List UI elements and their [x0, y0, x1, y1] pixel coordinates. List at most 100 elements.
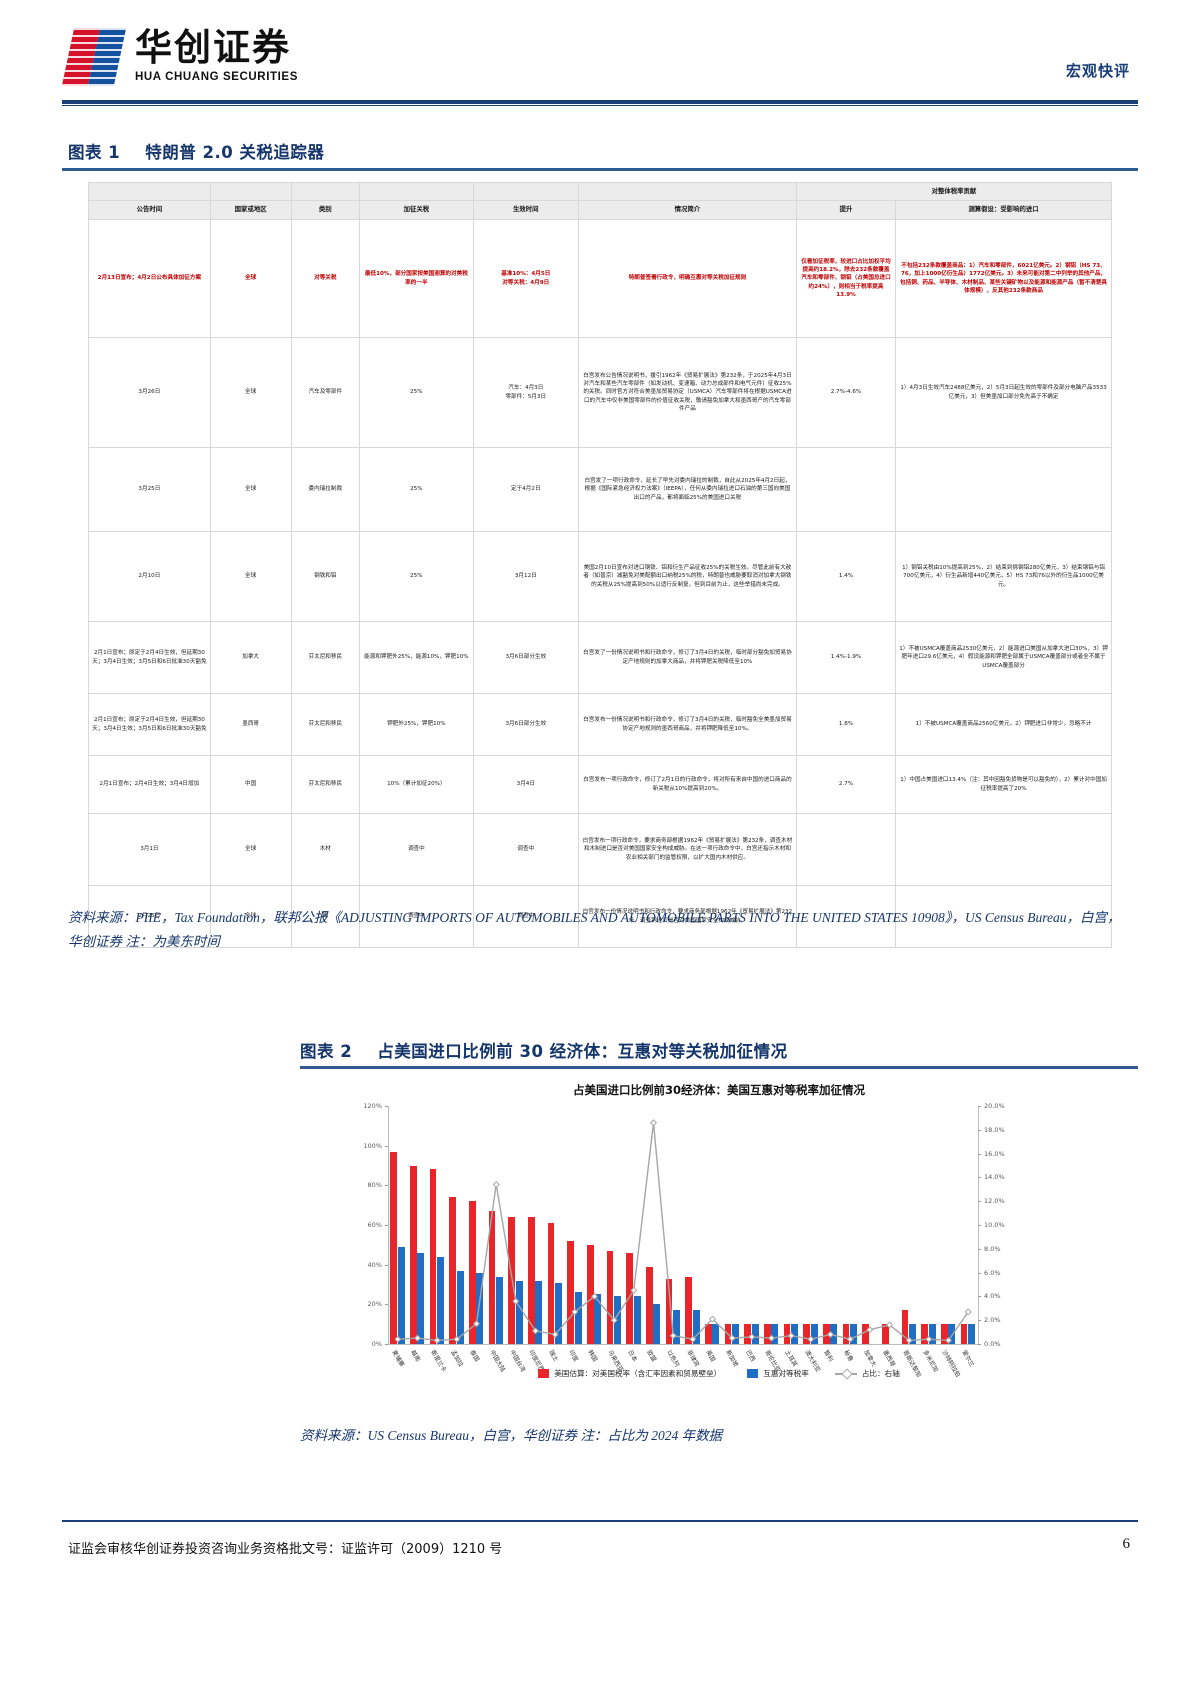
cell-lift: 2.7%	[795, 755, 897, 814]
table-head: 对整体税率贡献 公告时间 国家或地区 类别 加征关税 生效时间 情况简介 提升 …	[88, 182, 1113, 220]
bar-reciprocal	[476, 1272, 484, 1344]
document-type-label: 宏观快评	[1065, 62, 1130, 80]
logo-name-cn: 华创证券	[135, 26, 291, 69]
cell-region: 全球	[209, 447, 292, 532]
cell-effective: 3月12日	[472, 531, 579, 622]
figure2-source: 资料来源：US Census Bureau，白宫，华创证券 注：占比为 2024…	[300, 1428, 723, 1443]
cell-date: 2月25日	[88, 885, 211, 948]
cell-tariff: 25%	[359, 447, 474, 532]
x-axis-label: 日本	[626, 1349, 639, 1363]
figure1-caption: 特朗普 2.0 关税追踪器	[145, 143, 325, 162]
bar-group: 澳大利亚	[801, 1106, 821, 1373]
bar-group: 韩国	[585, 1106, 605, 1363]
table-body: 2月13日宣布；4月2日公布具体加征方案 全球 对等关税 最低10%，部分国家按美国测…	[88, 219, 1112, 948]
x-axis-label: 秘鲁	[842, 1349, 855, 1363]
bar-us-estimate	[587, 1244, 594, 1344]
y-tick-mark-left	[385, 1304, 388, 1306]
bar-us-estimate	[567, 1240, 575, 1344]
cell-brief: 特朗普签署行政令，明确互惠对等关税加征规则	[577, 219, 797, 338]
x-axis-label: 爱尔兰	[960, 1349, 976, 1369]
cell-type: 对等关税	[290, 219, 361, 338]
bar-reciprocal	[653, 1304, 661, 1344]
y-tick-mark-right	[978, 1320, 981, 1322]
col-header-type: 类别	[290, 200, 361, 220]
bar-reciprocal	[909, 1324, 916, 1344]
bar-us-estimate	[410, 1165, 417, 1344]
bar-group: 日本	[624, 1106, 644, 1363]
y-tick-mark-left	[385, 1264, 388, 1266]
cell-lift: 1.8%	[795, 693, 897, 756]
cell-region: 全球	[209, 337, 292, 448]
figure1-rule	[62, 168, 1138, 171]
cell-type: 钢铁和铝	[290, 531, 361, 622]
y-tick-left: 80%	[367, 1181, 382, 1190]
cell-effective: 基准10%：4月5日 对等关税：4月9日	[472, 219, 579, 338]
cell-assume: 1）钢铝关税由10%提高到25%，2）结束到挑钢铝280亿美元，3）结束钢铝与铝…	[895, 531, 1112, 622]
y-tick-left: 100%	[363, 1141, 382, 1150]
y-tick-mark-right	[978, 1201, 981, 1203]
bar-group: 爱尔兰	[958, 1106, 978, 1368]
bar-us-estimate	[705, 1324, 712, 1344]
cell-brief: 白宫发布一项行政命令，修订了2月1日的行政命令，将对所有来自中国的进口商品的新关…	[577, 755, 797, 814]
cell-region: 墨西哥	[209, 693, 292, 756]
x-axis-label: 英国	[704, 1349, 717, 1363]
x-axis-label: 菲律宾	[685, 1349, 701, 1369]
y-tick-right: 2.0%	[984, 1316, 1001, 1325]
bar-reciprocal	[633, 1296, 641, 1344]
y-tick-mark-left	[385, 1106, 388, 1107]
y-tick-mark-left	[385, 1344, 388, 1345]
bar-reciprocal	[437, 1256, 444, 1344]
cell-brief: 白宫发布一项行政命令，要求商务部根据1962年《贸易扩展法》第232条，调查木材…	[577, 813, 797, 886]
y-tick-right: 16.0%	[984, 1149, 1005, 1158]
share-line-series	[394, 1119, 972, 1344]
legend-item-reciprocal: 互惠对等税率	[747, 1368, 809, 1379]
cell-type: 汽车及零部件	[290, 337, 361, 448]
bar-us-estimate	[901, 1310, 909, 1344]
table-head-row-group: 对整体税率贡献	[88, 182, 1113, 201]
cell-brief: 白宫发布一份情况说明书和行政命令，修订了3月4日的关税，临时豁免全美墨加贸易协定…	[577, 693, 797, 756]
bar-group: 墨西哥	[880, 1106, 900, 1368]
cell-type: 芬太尼和移民	[290, 621, 361, 694]
table-row: 2月25日 全球铜调查中 调查中 白宫发布一份情况说明书和行政命令，要求商务部根据19…	[88, 885, 1112, 948]
cell-brief: 白宫发了一份情况说明书和行政命令，修订了3月4日的关税，临时部分豁免加贸易协定产…	[577, 621, 797, 694]
bar-reciprocal	[397, 1246, 405, 1344]
x-axis-label: 巴西	[744, 1349, 757, 1363]
bar-group: 印度尼西亚	[526, 1106, 549, 1378]
y-tick-mark-right	[978, 1248, 981, 1250]
figure1-source: 资料来源：PIIE，Tax Foundation，联邦公报《ADJUSTING …	[68, 910, 1121, 949]
bar-us-estimate	[960, 1324, 968, 1344]
bar-group: 斯里兰卡	[427, 1106, 447, 1373]
y-tick-mark-left	[385, 1145, 388, 1147]
bar-us-estimate	[882, 1324, 889, 1344]
bar-us-estimate	[469, 1201, 476, 1344]
legend-swatch-red	[538, 1369, 550, 1378]
cell-type: 芬太尼和移民	[290, 755, 361, 814]
cell-tariff: 25%	[359, 531, 474, 622]
bar-group: 以色列	[663, 1106, 683, 1368]
table-row: 3月25日 全球 委内瑞拉制裁 25% 定于4月2日 白宫发了一项行政命令，延长了早先对委…	[88, 447, 1112, 532]
cell-type: 木材	[290, 813, 361, 886]
y-tick-left: 0%	[371, 1340, 382, 1348]
col-header-region: 国家或地区	[209, 200, 292, 220]
y-axis-left	[388, 1106, 389, 1344]
y-tick-right: 18.0%	[984, 1125, 1005, 1134]
y-tick-left: 20%	[367, 1300, 382, 1309]
bar-reciprocal	[771, 1324, 779, 1344]
bar-group: 菲律宾	[683, 1106, 703, 1368]
chart-plot-area: 柬埔寨 越南 斯里兰卡 孟加拉 泰国 中国大陆 中国台湾 印度尼西亚 瑞士 印度 韩国 马来西亚 日本欧…	[363, 1102, 1004, 1378]
y-tick-mark-right	[978, 1177, 981, 1179]
figure2-caption: 占美国进口比例前 30 经济体：互惠对等关税加征情况	[377, 1042, 788, 1061]
legend-item-share: 占比：右轴	[834, 1368, 900, 1379]
bar-reciprocal	[791, 1324, 798, 1344]
col-header-assumption: 测算假设：受影响的进口	[895, 200, 1112, 220]
y-tick-mark-right	[978, 1129, 981, 1131]
y-tick-mark-right	[978, 1153, 981, 1155]
cell-region: 全球	[209, 531, 292, 622]
cell-type: 芬太尼和移民	[290, 693, 361, 756]
cell-brief: 白宫发了一项行政命令，延长了早先对委内瑞拉的制裁，自此从2025年4月2日起，根…	[577, 447, 797, 532]
bar-us-estimate	[665, 1278, 673, 1344]
x-axis-label: 泰国	[468, 1349, 481, 1363]
bar-us-estimate	[488, 1211, 496, 1344]
cell-tariff: 调查中	[359, 885, 474, 948]
